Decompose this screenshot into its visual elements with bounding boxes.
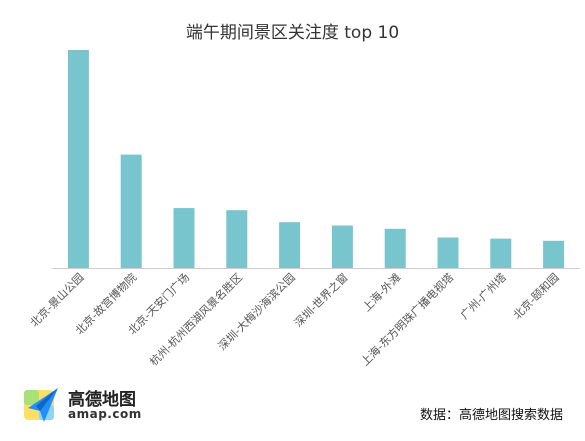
x-tick-label-5: 深圳-世界之窗: [291, 270, 350, 329]
bar-8: [490, 238, 512, 268]
amap-logo: 高德地图 amap.com: [22, 384, 182, 428]
x-tick-label-7: 上海-东方明珠广播电视塔: [358, 270, 456, 368]
bar-chart: 北京-景山公园北京-故宫博物院北京-天安门广场杭州-杭州西湖风景名胜区深圳-大梅…: [27, 50, 580, 368]
bar-4: [279, 222, 301, 268]
bar-6: [384, 228, 406, 268]
x-tick-label-9: 北京-颐和园: [510, 270, 562, 322]
bar-5: [331, 225, 353, 268]
bar-7: [437, 237, 459, 268]
brand-domain: amap.com: [68, 407, 142, 421]
amap-paper-plane-icon: [24, 388, 58, 422]
x-tick-label-8: 广州-广州塔: [458, 271, 509, 322]
x-tick-label-3: 杭州-杭州西湖风景名胜区: [147, 270, 245, 368]
bar-0: [67, 50, 89, 268]
bar-1: [120, 154, 142, 268]
x-tick-label-6: 上海-外滩: [359, 270, 403, 314]
bar-3: [226, 210, 248, 268]
x-tick-label-0: 北京-景山公园: [27, 270, 86, 329]
bar-2: [173, 208, 195, 269]
chart-title: 端午期间景区关注度 top 10: [185, 23, 400, 43]
brand-name: 高德地图: [68, 390, 136, 410]
bar-9: [543, 240, 565, 269]
data-source-note: 数据：高德地图搜索数据: [419, 408, 563, 423]
